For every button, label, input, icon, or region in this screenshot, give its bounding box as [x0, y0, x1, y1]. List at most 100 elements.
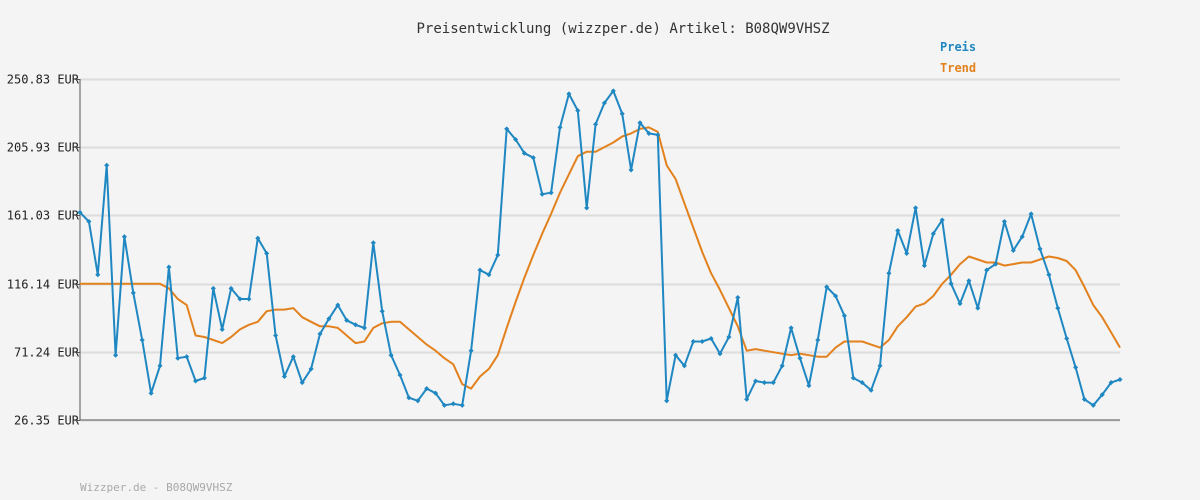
preis-point	[1028, 211, 1034, 217]
preis-point	[477, 267, 483, 273]
series-group	[77, 88, 1123, 408]
preis-point	[459, 402, 465, 408]
preis-point	[77, 209, 83, 215]
preis-point	[121, 234, 127, 240]
preis-point	[175, 355, 181, 361]
preis-point	[370, 240, 376, 246]
preis-point	[628, 167, 634, 173]
preis-point	[753, 378, 759, 384]
y-tick-label: 161.03 EUR	[7, 209, 80, 223]
preis-point	[539, 191, 545, 197]
preis-point	[557, 124, 563, 130]
preis-point	[735, 294, 741, 301]
preis-point	[353, 322, 359, 328]
preis-point	[193, 378, 199, 384]
preis-point	[397, 372, 403, 378]
preis-point	[761, 380, 767, 386]
preis-point	[824, 284, 830, 290]
preis-point	[619, 111, 625, 117]
preis-point	[913, 205, 919, 211]
preis-point	[308, 366, 314, 372]
preis-point	[424, 386, 430, 392]
preis-point	[1108, 380, 1114, 386]
preis-point	[877, 363, 883, 369]
preis-point	[415, 398, 421, 404]
preis-point	[584, 205, 590, 211]
preis-point	[379, 308, 385, 314]
preis-point	[344, 317, 350, 323]
preis-point	[708, 335, 714, 342]
preis-point	[166, 264, 172, 270]
preis-point	[228, 285, 234, 291]
preis-point	[921, 263, 927, 269]
preis-point	[833, 293, 839, 299]
preis-point	[1099, 392, 1105, 398]
preis-point	[237, 296, 243, 302]
preis-point	[850, 375, 856, 381]
preis-point	[86, 218, 92, 225]
y-tick-label: 26.35 EUR	[14, 414, 80, 428]
legend-trend: Trend	[940, 61, 976, 75]
preis-point	[1117, 376, 1123, 383]
preis-point	[246, 296, 252, 302]
preis-point	[1090, 402, 1096, 408]
preis-point	[468, 348, 474, 354]
preis-point	[1037, 246, 1043, 252]
preis-point	[317, 331, 323, 337]
preis-point	[664, 398, 670, 404]
preis-point	[184, 354, 190, 360]
preis-point	[1010, 247, 1016, 253]
preis-point	[219, 326, 225, 332]
gridlines	[77, 78, 1120, 422]
preis-point	[281, 373, 287, 380]
preis-point	[273, 332, 279, 339]
preis-point	[210, 285, 216, 291]
legend-preis: Preis	[940, 40, 976, 54]
preis-point	[201, 375, 207, 381]
preis-point	[299, 380, 305, 386]
preis-point	[1046, 272, 1052, 278]
preis-point	[406, 395, 412, 401]
preis-point	[690, 338, 696, 345]
preis-point	[975, 305, 981, 311]
preis-point	[139, 337, 145, 343]
preis-point	[841, 313, 847, 319]
preis-point	[148, 390, 154, 396]
preis-point	[548, 190, 554, 196]
preis-point	[521, 150, 527, 156]
trend-series-line	[80, 126, 1121, 390]
preis-point	[104, 162, 110, 168]
preis-point	[895, 228, 901, 234]
preis-point	[779, 363, 785, 369]
preis-point	[806, 383, 812, 389]
footer-credit: Wizzper.de - B08QW9VHSZ	[80, 481, 233, 494]
preis-point	[655, 132, 661, 138]
preis-point	[486, 272, 492, 278]
preis-point	[433, 390, 439, 396]
preis-series-line	[79, 89, 1121, 407]
preis-point	[797, 355, 803, 361]
preis-point	[388, 352, 394, 358]
preis-point	[744, 396, 750, 402]
preis-point	[788, 325, 794, 331]
preis-point	[441, 402, 447, 408]
preis-point	[326, 316, 332, 322]
preis-point	[264, 250, 270, 256]
y-tick-label: 205.93 EUR	[7, 141, 80, 155]
y-tick-label: 250.83 EUR	[7, 73, 80, 87]
preis-point	[130, 290, 136, 296]
preis-point	[361, 325, 367, 331]
preis-point	[95, 272, 101, 278]
preis-point	[904, 250, 910, 256]
preis-point	[290, 354, 296, 360]
preis-point	[699, 338, 705, 345]
preis-point	[1073, 364, 1079, 370]
preis-point	[966, 278, 972, 284]
preis-point	[1001, 218, 1007, 225]
preis-point	[815, 337, 821, 343]
preis-point	[886, 270, 892, 276]
preis-point	[1064, 335, 1070, 342]
preis-point	[504, 126, 510, 132]
